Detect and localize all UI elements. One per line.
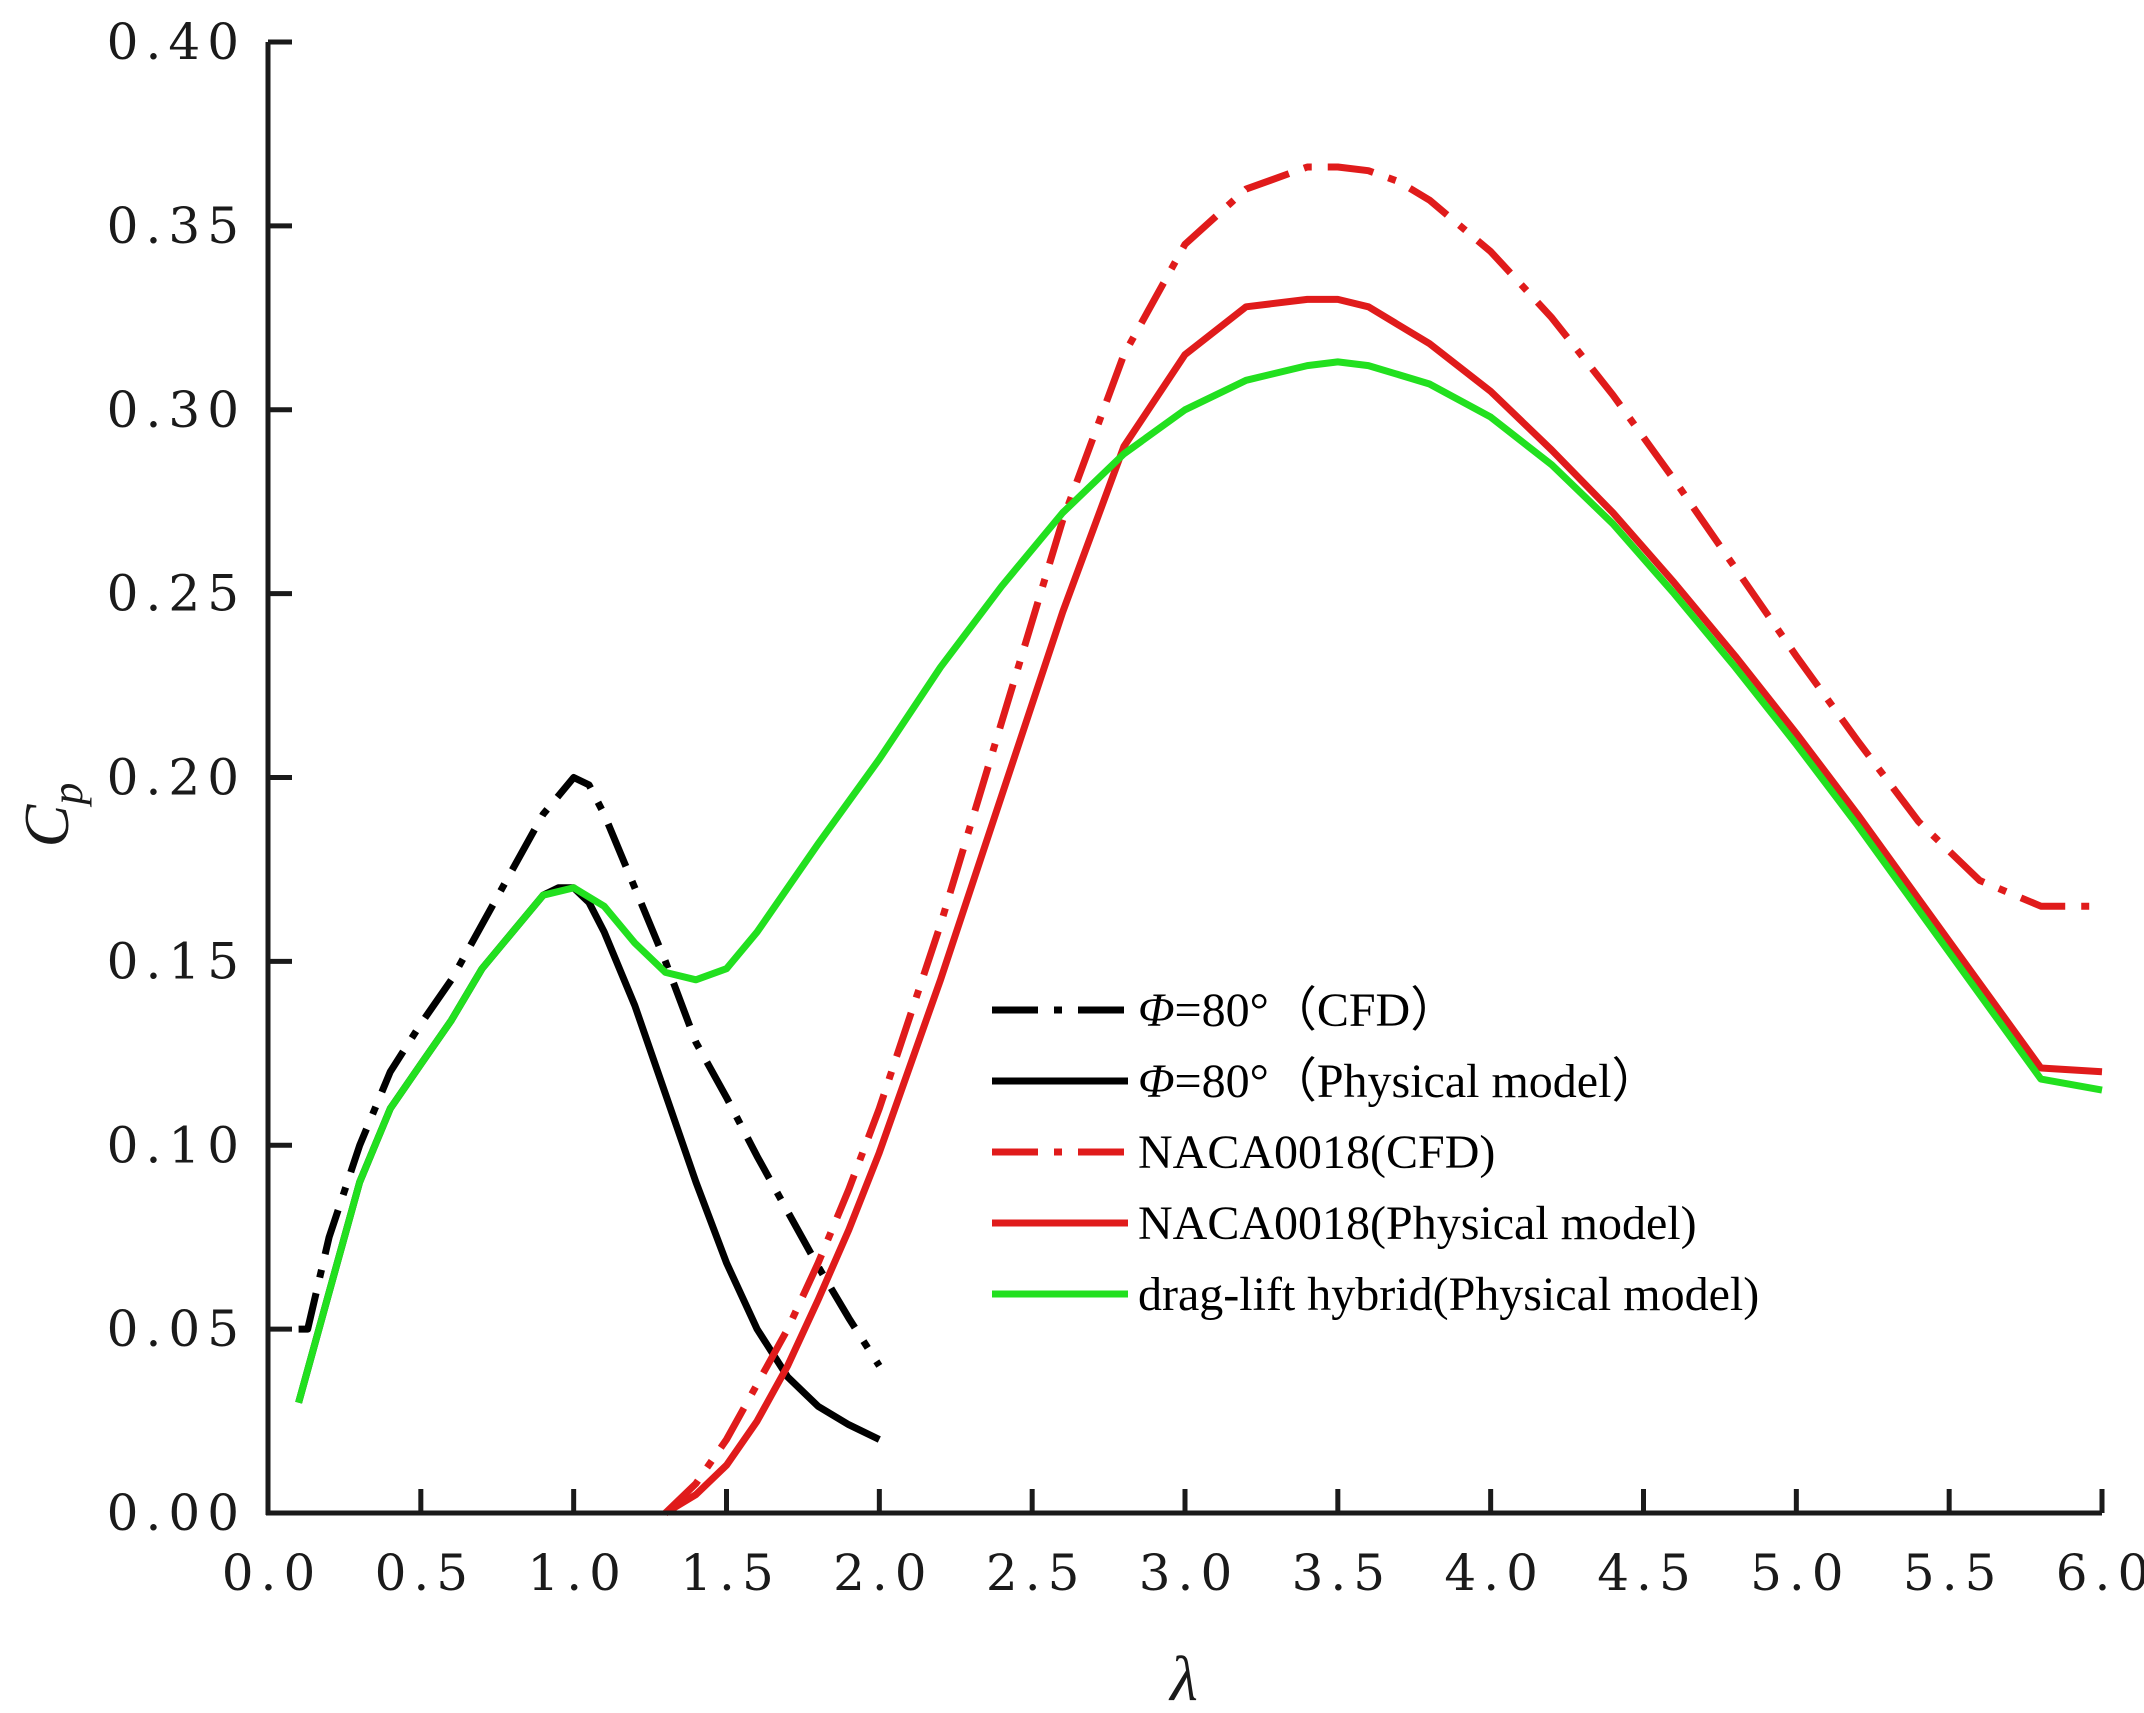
x-tick-label: 5.0 — [1750, 1544, 1851, 1602]
series-line-naca-physical — [663, 295, 2103, 1516]
y-tick-label: 0.05 — [107, 1300, 246, 1358]
x-tick-label: 3.0 — [1139, 1544, 1240, 1602]
y-tick-label: 0.00 — [107, 1484, 246, 1542]
legend-text: NACA0018(CFD) — [1138, 1126, 1495, 1179]
legend-text: NACA0018(Physical model) — [1138, 1197, 1697, 1250]
y-tick-label: 0.35 — [107, 197, 246, 255]
x-tick-label: 3.5 — [1292, 1544, 1393, 1602]
x-tick-label: 2.0 — [833, 1544, 934, 1602]
x-tick-label: 5.5 — [1903, 1544, 2004, 1602]
series-line-phi80-cfd — [298, 774, 883, 1368]
x-tick-label: 1.0 — [527, 1544, 628, 1602]
legend-text: =80°（Physical model） — [1175, 1055, 1660, 1108]
legend: Φ=80°（CFD）Φ=80°（Physical model）NACA0018(… — [992, 984, 1759, 1321]
x-tick-label: 0.5 — [375, 1544, 476, 1602]
y-tick-label: 0.25 — [107, 565, 246, 623]
legend-symbol: Φ — [1138, 984, 1175, 1037]
legend-text: drag-lift hybrid(Physical model) — [1138, 1268, 1759, 1321]
y-tick-label: 0.40 — [107, 13, 246, 71]
x-tick-label: 1.5 — [680, 1544, 781, 1602]
x-tick-label: 2.5 — [986, 1544, 1087, 1602]
legend-label-phi80-cfd: Φ=80°（CFD） — [1138, 984, 1458, 1037]
y-axis-title: Cp — [11, 783, 92, 848]
legend-label-phi80-physical: Φ=80°（Physical model） — [1138, 1055, 1659, 1108]
x-tick-label: 6.0 — [2056, 1544, 2144, 1602]
y-axis-title-sub: p — [43, 783, 92, 808]
x-tick-label: 4.5 — [1597, 1544, 1698, 1602]
y-tick-label: 0.10 — [107, 1116, 246, 1174]
series-layer — [295, 163, 2103, 1516]
y-tick-label: 0.20 — [107, 749, 246, 807]
x-axis-title: λ — [1168, 1643, 1198, 1713]
y-tick-label: 0.30 — [107, 381, 246, 439]
legend-label-hybrid-physical: drag-lift hybrid(Physical model) — [1138, 1268, 1759, 1321]
legend-label-naca-physical: NACA0018(Physical model) — [1138, 1197, 1697, 1250]
legend-symbol: Φ — [1138, 1055, 1175, 1108]
y-axis-title-main: C — [11, 803, 82, 847]
x-tick-label: 0.0 — [222, 1544, 323, 1602]
series-line-hybrid-physical — [295, 358, 2103, 1404]
legend-text: =80°（CFD） — [1175, 984, 1459, 1037]
y-tick-label: 0.15 — [107, 932, 246, 990]
legend-label-naca-cfd: NACA0018(CFD) — [1138, 1126, 1495, 1179]
series-line-naca-cfd — [662, 163, 2102, 1516]
y-axis-ticks: 0.00 0.05 0.10 0.15 0.20 0.25 0.30 0.35 0.40 — [107, 13, 292, 1542]
x-axis-ticks: 0.0 0.5 1.0 1.5 2.0 2.5 3.0 3.5 4.0 4.5 5.0 5.5 6.0 — [222, 1489, 2144, 1602]
x-tick-label: 4.0 — [1444, 1544, 1545, 1602]
